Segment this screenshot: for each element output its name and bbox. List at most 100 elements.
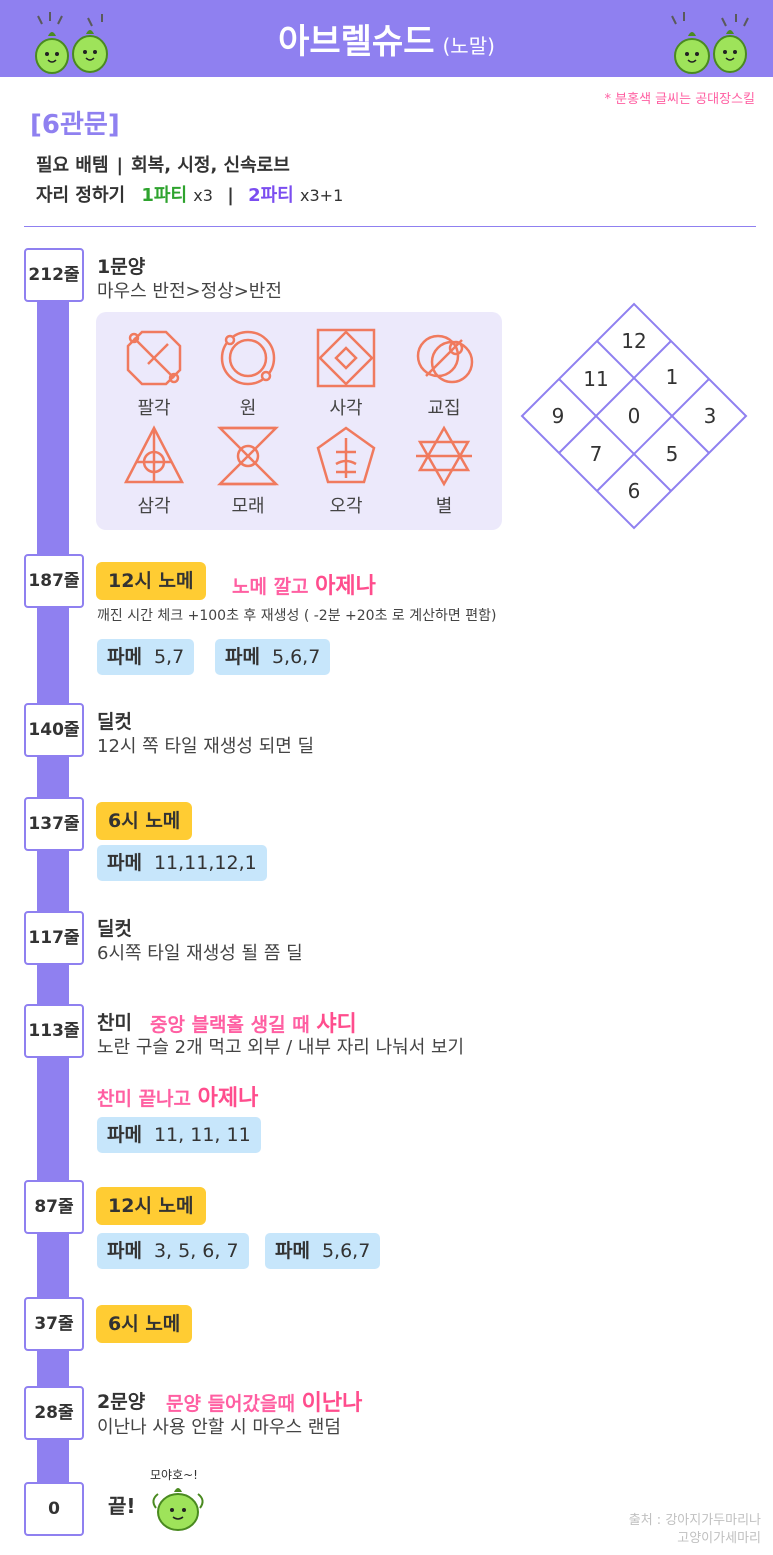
party2-label: 2파티: [248, 185, 294, 206]
items-label: 필요 배템: [36, 155, 109, 176]
pink-emph: 이난나: [301, 1391, 363, 1416]
tile-number: 9: [551, 404, 565, 428]
symbol-label: 모래: [231, 496, 265, 517]
tile-number: 1: [665, 365, 679, 389]
triangle-icon: [123, 425, 185, 484]
hourglass-icon: [216, 426, 280, 486]
symbol-label: 삼각: [137, 496, 171, 517]
pame-tag: 파메 5,6,7: [265, 1233, 381, 1269]
tile-number: 5: [665, 442, 679, 466]
noxe-tag: 12시 노메: [96, 562, 206, 600]
step-marker: 187줄: [24, 554, 84, 608]
party1-label: 1파티: [141, 185, 188, 206]
symbol-item: 사각: [306, 326, 386, 420]
step-desc: 노란 구슬 2개 먹고 외부 / 내부 자리 나눠서 보기: [97, 1037, 465, 1058]
seat-label: 자리 정하기: [36, 185, 126, 206]
tile-grid-lines: [520, 302, 748, 530]
seat-assignment: 자리 정하기 1파티 x3 | 2파티 x3+1: [36, 181, 343, 207]
step-desc: 이난나 사용 안할 시 마우스 랜덤: [97, 1417, 341, 1438]
separator: |: [116, 155, 124, 176]
party2-mult: x3+1: [300, 186, 344, 205]
step-marker: 137줄: [24, 797, 84, 851]
leader-skill-note: 찬미 끝나고 아제나: [97, 1080, 258, 1112]
tile-number: 3: [703, 404, 717, 428]
pame-label: 파메: [225, 646, 260, 668]
intersection-icon: [416, 334, 474, 384]
pame-label: 파메: [107, 1124, 142, 1146]
noxe-tag: 12시 노메: [96, 1187, 206, 1225]
symbol-item: 모래: [208, 424, 288, 518]
symbol-label: 별: [435, 496, 453, 517]
pame-label: 파메: [275, 1240, 310, 1262]
pentagon-icon: [316, 426, 376, 484]
star-icon: [416, 425, 472, 487]
step-title: 딜컷: [97, 918, 132, 940]
leader-skill-note: 중앙 블랙홀 생길 때 샤디: [150, 1006, 357, 1038]
tile-number: 11: [583, 367, 609, 391]
step-title: 찬미: [97, 1012, 132, 1034]
separator: |: [227, 185, 234, 206]
step-marker: 212줄: [24, 248, 84, 302]
pame-value: 5,7: [153, 646, 185, 668]
credit: 출처 : 강아지가두마리나 고양이가세마리: [629, 1512, 761, 1548]
leader-skill-note: 노메 깔고 아제나: [232, 568, 376, 600]
circle-icon: [220, 330, 276, 386]
step-marker: 28줄: [24, 1386, 84, 1440]
square-icon: [316, 328, 376, 388]
pame-tag: 파메 5,6,7: [215, 639, 331, 675]
gate-heading: [6관문]: [30, 110, 120, 140]
pink-emph: 샤디: [316, 1012, 357, 1037]
tile-number: 6: [627, 479, 641, 503]
symbol-label: 오각: [329, 496, 363, 517]
tile-number: 12: [621, 329, 647, 353]
step-marker: 87줄: [24, 1180, 84, 1234]
mascot-icon: [671, 12, 749, 74]
pame-label: 파메: [107, 852, 142, 874]
step-desc: 깨진 시간 체크 +100초 후 재생성 ( -2분 +20초 로 계산하면 편…: [97, 608, 497, 624]
credit-line: 고양이가세마리: [677, 1531, 761, 1546]
symbol-item: 팔각: [114, 326, 194, 420]
legend-note: * 분홍색 글씨는 공대장스킬: [604, 92, 755, 107]
tile-number: 0: [627, 404, 641, 428]
symbol-label: 원: [239, 398, 257, 419]
page-title: 아브렐슈드 (노말): [0, 14, 773, 63]
noxe-tag: 6시 노메: [96, 1305, 193, 1343]
step-title: 1문양: [97, 256, 146, 278]
symbol-item: 교집: [404, 326, 484, 420]
step-marker: 117줄: [24, 911, 84, 965]
speech-bubble: 모야호~!: [150, 1468, 198, 1482]
mascot-icon: [35, 12, 108, 74]
header-banner: 아브렐슈드 (노말): [0, 0, 773, 77]
pame-value: 5,6,7: [321, 1240, 371, 1262]
step-desc: 6시쪽 타일 재생성 될 쯤 딜: [97, 943, 303, 964]
pink-text: 찬미 끝나고: [97, 1088, 198, 1110]
mascot-icon: [152, 1488, 204, 1531]
pame-tag: 파메 11, 11, 11: [97, 1117, 261, 1153]
octagon-icon: [126, 330, 182, 386]
pink-text: 문양 들어갔을때: [166, 1393, 302, 1415]
pame-label: 파메: [107, 1240, 142, 1262]
pame-label: 파메: [107, 646, 142, 668]
symbol-label: 교집: [427, 398, 461, 419]
pame-value: 5,6,7: [271, 646, 321, 668]
step-marker: 37줄: [24, 1297, 84, 1351]
title-text: 아브렐슈드: [278, 22, 435, 62]
end-label: 끝!: [108, 1494, 136, 1518]
step-title: 2문양: [97, 1391, 146, 1413]
pame-value: 11, 11, 11: [153, 1124, 251, 1146]
symbol-item: 삼각: [114, 424, 194, 518]
pame-value: 11,11,12,1: [153, 852, 257, 874]
required-items: 필요 배템 | 회복, 시정, 신속로브: [36, 151, 290, 177]
step-desc: 마우스 반전>정상>반전: [97, 281, 282, 302]
pame-tag: 파메 11,11,12,1: [97, 845, 267, 881]
tile-number: 7: [589, 442, 603, 466]
symbol-item: 별: [404, 424, 484, 518]
symbol-item: 원: [208, 326, 288, 420]
step-marker: 113줄: [24, 1004, 84, 1058]
pame-value: 3, 5, 6, 7: [153, 1240, 239, 1262]
step-title: 딜컷: [97, 711, 132, 733]
pink-emph: 아제나: [315, 574, 376, 599]
timeline-bar: [37, 270, 69, 1490]
pink-text: 중앙 블랙홀 생길 때: [150, 1014, 317, 1036]
noxe-tag: 6시 노메: [96, 802, 193, 840]
